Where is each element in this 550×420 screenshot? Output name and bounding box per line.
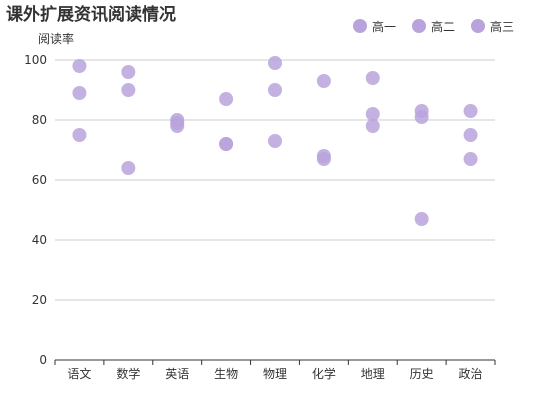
x-tick-label: 生物 <box>214 367 238 381</box>
data-point-高二-语文[interactable] <box>72 86 87 100</box>
legend-item-高二[interactable]: 高二 <box>412 19 455 34</box>
legend-item-高三[interactable]: 高三 <box>471 19 514 34</box>
data-point-高三-英语[interactable] <box>170 119 185 133</box>
data-points[interactable] <box>72 56 478 226</box>
x-tick-label: 语文 <box>67 366 91 381</box>
y-tick-label: 80 <box>32 113 47 127</box>
data-point-高三-语文[interactable] <box>72 128 87 142</box>
data-point-高一-语文[interactable] <box>72 59 87 73</box>
data-point-高二-物理[interactable] <box>268 83 282 97</box>
legend[interactable]: 高一 高二 高三 <box>353 19 514 34</box>
legend-label: 高二 <box>431 19 455 34</box>
legend-label: 高三 <box>490 19 514 34</box>
data-point-高一-地理[interactable] <box>365 71 380 85</box>
data-point-高二-数学[interactable] <box>121 65 136 79</box>
data-point-高三-数学[interactable] <box>121 161 136 175</box>
data-point-高二-地理[interactable] <box>365 107 380 121</box>
legend-marker <box>412 19 426 33</box>
data-point-高二-历史[interactable] <box>414 110 429 124</box>
data-point-高一-化学[interactable] <box>316 74 331 88</box>
y-tick-label: 0 <box>39 353 47 367</box>
data-point-高二-政治[interactable] <box>463 128 478 142</box>
legend-marker <box>471 19 485 33</box>
data-point-高三-生物[interactable] <box>219 137 234 151</box>
legend-item-高一[interactable]: 高一 <box>353 19 396 34</box>
legend-label: 高一 <box>372 19 396 34</box>
x-tick-label: 物理 <box>263 367 287 381</box>
data-point-高一-数学[interactable] <box>121 83 136 97</box>
x-tick-label: 化学 <box>312 366 336 381</box>
data-point-高三-政治[interactable] <box>463 152 478 166</box>
data-point-高三-物理[interactable] <box>268 134 282 148</box>
axes: 0 20 40 60 80 100 语文 数学 英语 生物 物理 化学 地理 历史 政治 <box>24 53 496 381</box>
x-tick-label: 数学 <box>116 366 140 381</box>
y-tick-label: 100 <box>24 53 47 67</box>
chart-title: 课外扩展资讯阅读情况 <box>6 4 176 25</box>
x-tick-label: 历史 <box>410 367 434 381</box>
data-point-高三-历史[interactable] <box>414 212 429 226</box>
x-tick-label: 政治 <box>459 367 483 381</box>
x-tick-label: 地理 <box>361 367 385 381</box>
y-tick-label: 60 <box>32 173 47 187</box>
data-point-高一-物理[interactable] <box>268 56 282 70</box>
y-axis-name: 阅读率 <box>38 31 74 46</box>
data-point-高三-地理[interactable] <box>365 119 380 133</box>
data-point-高三-化学[interactable] <box>316 152 331 166</box>
x-tick-label: 英语 <box>165 367 189 381</box>
y-tick-label: 40 <box>32 233 47 247</box>
y-tick-label: 20 <box>32 293 47 307</box>
legend-marker <box>353 19 367 33</box>
data-point-高一-政治[interactable] <box>463 104 478 118</box>
data-point-高一-生物[interactable] <box>219 92 234 106</box>
